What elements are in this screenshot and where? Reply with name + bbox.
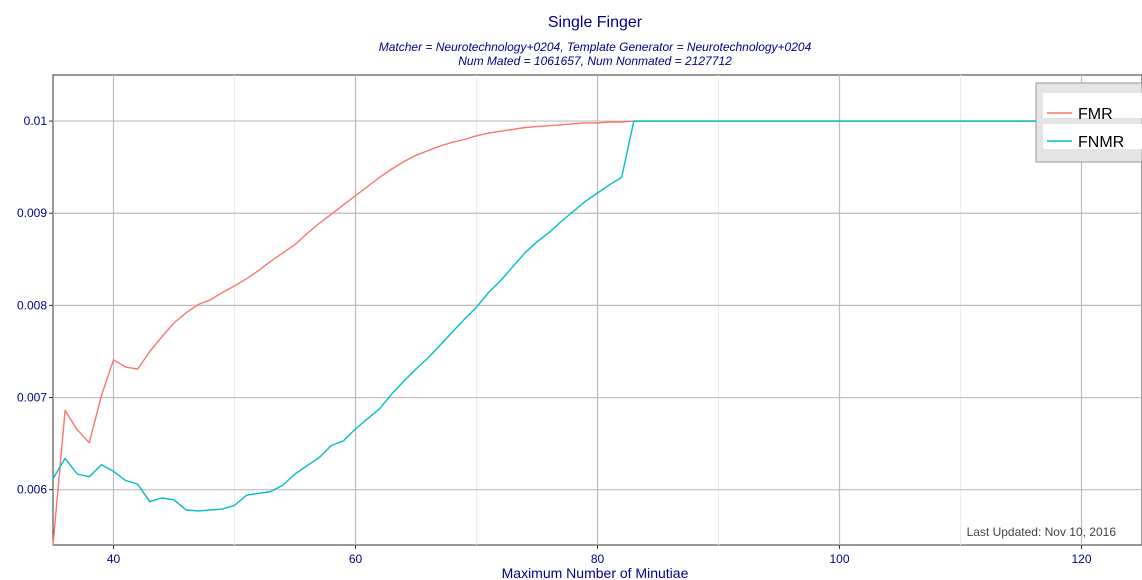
x-tick-label: 40 (107, 552, 121, 566)
y-tick-label: 0.006 (17, 483, 47, 497)
series-line-fnmr (52, 120, 1082, 512)
x-axis-title: Maximum Number of Minutiae (502, 565, 689, 580)
series-lines (52, 120, 1082, 546)
chart-subtitle-line-2: Num Mated = 1061657, Num Nonmated = 2127… (458, 54, 732, 68)
x-tick-label: 120 (1071, 552, 1091, 566)
chart-subtitle-line-1: Matcher = Neurotechnology+0204, Template… (379, 40, 812, 54)
chart-title: Single Finger (548, 14, 643, 31)
legend: FMR FNMR (1035, 82, 1142, 163)
y-axis-ticks: 0.006 0.007 0.008 0.009 0.01 (17, 114, 53, 497)
major-gridlines (53, 75, 1142, 545)
legend-key-fmr-background (1043, 93, 1142, 118)
x-tick-label: 80 (591, 552, 605, 566)
y-tick-label: 0.008 (17, 298, 47, 312)
minor-gridlines (234, 75, 961, 545)
x-axis-ticks: 40 60 80 100 120 (107, 545, 1092, 566)
legend-fmr-label: FMR (1078, 106, 1113, 123)
x-tick-label: 100 (829, 552, 849, 566)
y-tick-label: 0.009 (17, 206, 47, 220)
x-tick-label: 60 (349, 552, 363, 566)
series-line-fmr (52, 120, 1082, 546)
y-tick-label: 0.007 (17, 391, 47, 405)
last-updated-note: Last Updated: Nov 10, 2016 (967, 525, 1117, 539)
legend-fnmr-label: FNMR (1078, 134, 1124, 151)
y-tick-label: 0.01 (24, 114, 48, 128)
legend-key-fnmr-background (1043, 124, 1142, 149)
